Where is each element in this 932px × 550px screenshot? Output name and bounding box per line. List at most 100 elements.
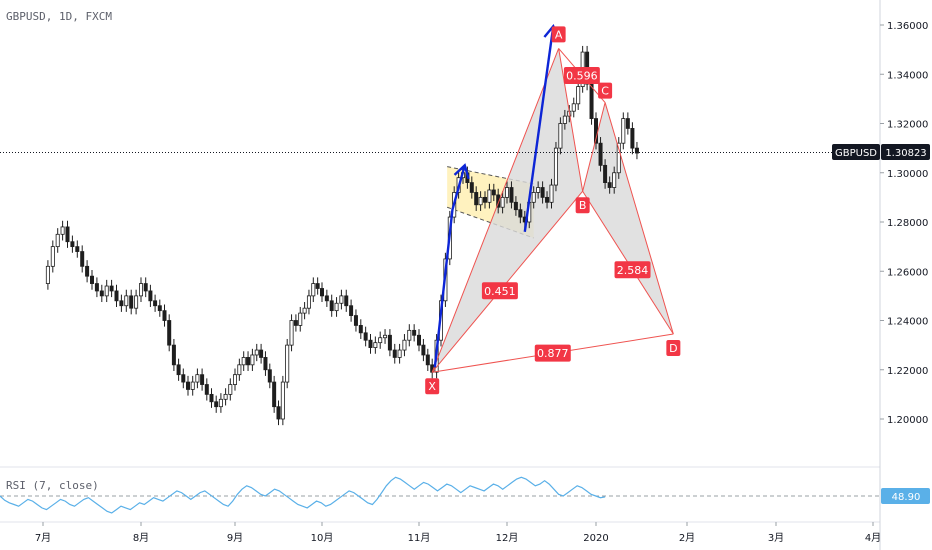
candle-body [267, 369, 272, 383]
point-label-d[interactable]: D [669, 342, 677, 355]
candle-body [634, 147, 639, 154]
price-tick-label: 1.24000 [887, 317, 928, 328]
candle-body [531, 192, 536, 203]
candle-body [421, 344, 426, 356]
pattern-leg-xb[interactable] [431, 190, 584, 373]
candle-body [45, 265, 50, 284]
symbol-legend[interactable]: GBPUSD, 1D, FXCM [6, 10, 112, 23]
candle-body [134, 295, 139, 309]
point-label-a[interactable]: A [555, 28, 563, 41]
pattern-leg-cd[interactable] [604, 102, 674, 335]
ratio-label-bg [534, 344, 571, 362]
time-tick-label: 12月 [496, 532, 519, 544]
point-labels[interactable]: X A B C D [425, 26, 681, 395]
candle-body [407, 329, 412, 341]
candle-body [339, 295, 344, 304]
candle-body [392, 349, 397, 358]
candle-body [425, 354, 430, 366]
arrow-drawings[interactable] [433, 23, 560, 368]
trend-arrow-2[interactable] [523, 26, 555, 233]
symbol-tag-text: GBPUSD [835, 148, 877, 159]
ratio-label-bd[interactable]: 2.584 [617, 264, 649, 277]
rsi-value-bg [881, 488, 930, 504]
candle-body [397, 349, 402, 358]
candle-body [94, 283, 99, 292]
rsi-line[interactable] [0, 476, 606, 514]
candle-body [315, 283, 320, 289]
ratio-labels[interactable]: 0.451 0.596 2.584 0.877 [481, 66, 651, 362]
price-tick-label: 1.22000 [887, 366, 928, 377]
candle-body [185, 381, 190, 390]
candle-body [289, 320, 294, 346]
candle-body [276, 406, 281, 420]
candle-body [368, 339, 373, 348]
price-tick-label: 1.30000 [887, 169, 928, 180]
candle-body [504, 187, 509, 198]
pattern-triangle-xab[interactable] [432, 48, 583, 373]
candle-body [518, 209, 523, 218]
point-label-bg [551, 26, 566, 43]
candle-body [50, 246, 55, 267]
trend-arrow-1[interactable] [433, 165, 466, 368]
candle-body [80, 251, 85, 267]
ratio-label-ac[interactable]: 0.596 [566, 69, 598, 82]
candle-body [603, 164, 608, 184]
point-label-bg [598, 82, 613, 99]
pattern-leg-bc[interactable] [582, 102, 606, 192]
candle-body [90, 275, 95, 284]
ratio-label-xd[interactable]: 0.877 [537, 347, 569, 360]
candle-body [344, 295, 349, 307]
candle-body [571, 103, 576, 112]
candle-body [625, 118, 630, 129]
candle-body [214, 401, 219, 408]
price-axis[interactable]: 1.36000 1.34000 1.32000 1.30000 1.28000 1.260… [880, 21, 928, 426]
candle-body [129, 295, 134, 309]
candle-body [540, 187, 545, 198]
candle-body [232, 374, 237, 385]
candle-body [176, 364, 181, 376]
pattern-leg-xa[interactable] [431, 48, 560, 373]
candle-body [75, 246, 80, 252]
candle-body [228, 384, 233, 395]
ratio-label-bg [563, 66, 600, 84]
candle-body [383, 334, 388, 339]
candle-body [254, 349, 259, 356]
candle-body [263, 357, 268, 371]
candle-body [209, 393, 214, 403]
candle-body [536, 187, 541, 193]
candle-body [302, 307, 307, 314]
candle-body [469, 182, 474, 193]
price-tag-bg [881, 144, 930, 160]
price-tick-label: 1.28000 [887, 218, 928, 229]
candle-body [416, 334, 421, 346]
candle-body [474, 192, 479, 206]
candle-body [496, 194, 501, 208]
candle-body [598, 142, 603, 166]
point-label-c[interactable]: C [601, 85, 609, 98]
candle-body [190, 381, 195, 390]
candle-body [223, 393, 228, 400]
time-axis[interactable]: 7月 8月 9月 10月 11月 12月 2020 2月 3月 4月 [35, 522, 881, 544]
candle-body [324, 295, 329, 302]
time-tick-label: 4月 [865, 532, 881, 544]
price-tick-label: 1.36000 [887, 21, 928, 32]
pattern-leg-ab[interactable] [558, 48, 584, 192]
point-label-bg [575, 197, 590, 214]
point-label-x[interactable]: X [428, 380, 436, 393]
candle-body [104, 285, 109, 297]
candle-body [545, 196, 550, 203]
candle-body [306, 295, 311, 309]
candle-body [621, 118, 626, 144]
candle-body [119, 300, 124, 307]
point-label-bg [425, 378, 440, 395]
time-tick-label: 11月 [408, 532, 431, 544]
candle-body [412, 329, 417, 336]
ratio-label-xb[interactable]: 0.451 [484, 285, 516, 298]
main-pane[interactable] [0, 0, 880, 467]
candle-body [85, 265, 90, 277]
time-tick-label: 7月 [35, 532, 51, 544]
rsi-legend[interactable]: RSI (7, close) [6, 479, 99, 492]
point-label-b[interactable]: B [579, 199, 587, 212]
price-tick-label: 1.20000 [887, 415, 928, 426]
